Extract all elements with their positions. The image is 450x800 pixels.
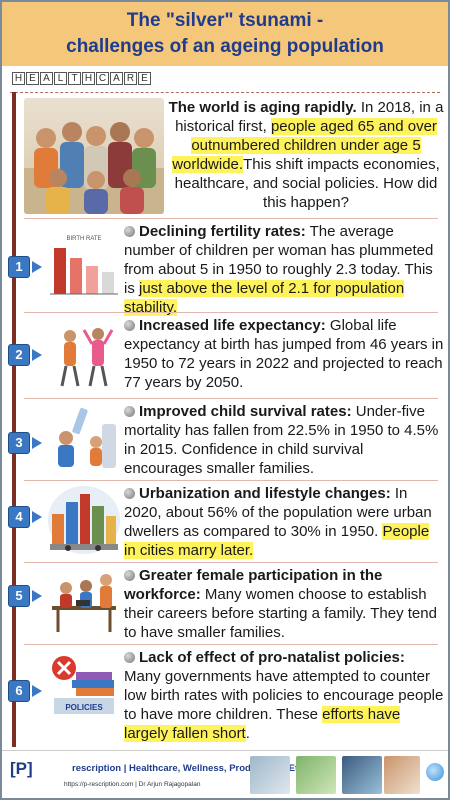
bullet-icon bbox=[124, 226, 135, 237]
category-letter: L bbox=[54, 72, 67, 85]
intro-lead: The world is aging rapidly. bbox=[168, 99, 357, 116]
item-text: Many governments have attempted to count… bbox=[124, 668, 444, 723]
item-description: Increased life expectancy: Global life e… bbox=[124, 316, 444, 392]
item-number-badge: 1 bbox=[8, 256, 30, 278]
item-separator bbox=[24, 398, 438, 399]
page-title-line-1: The "silver" tsunami - bbox=[126, 10, 324, 31]
pointer-arrow-icon bbox=[32, 685, 42, 697]
item-text: The average number of children per woman… bbox=[124, 223, 434, 297]
brand-tagline-text: | Healthcare, Wellness, Productivity, Et… bbox=[123, 763, 307, 774]
item-heading: Increased life expectancy: bbox=[139, 317, 326, 334]
category-letter: E bbox=[138, 72, 151, 85]
page-footer: [P] rescription | Healthcare, Wellness, … bbox=[2, 750, 448, 798]
city-skyline-illustration bbox=[46, 484, 122, 556]
bullet-icon bbox=[124, 488, 135, 499]
item-heading: Greater female participation in the work… bbox=[124, 567, 383, 603]
category-letter: R bbox=[124, 72, 137, 85]
author-thumbnail bbox=[342, 756, 382, 794]
item-text: Under-five mortality has fallen from 22.… bbox=[124, 403, 439, 477]
intro-paragraph: The world is aging rapidly. In 2018, in … bbox=[168, 98, 444, 212]
pointer-arrow-icon bbox=[32, 511, 42, 523]
brand-tagline: rescription | Healthcare, Wellness, Prod… bbox=[72, 763, 306, 774]
item-text: In 2020, about 56% of the population wer… bbox=[124, 485, 432, 540]
item-description: Declining fertility rates: The average n… bbox=[124, 222, 444, 317]
doctor-thumbnail bbox=[384, 756, 420, 794]
bullet-icon bbox=[124, 320, 135, 331]
category-letter: H bbox=[82, 72, 95, 85]
category-letter: A bbox=[110, 72, 123, 85]
hospital-thumbnail bbox=[250, 756, 290, 794]
category-letter: E bbox=[26, 72, 39, 85]
item-text: Many women choose to establish their car… bbox=[124, 586, 437, 641]
item-number-badge: 4 bbox=[8, 506, 30, 528]
item-number-badge: 3 bbox=[8, 432, 30, 454]
item-number-badge: 6 bbox=[8, 680, 30, 702]
category-letter: T bbox=[68, 72, 81, 85]
item-description: Greater female participation in the work… bbox=[124, 566, 444, 642]
birth-rate-label: BIRTH RATE bbox=[66, 236, 101, 242]
item-tail: . bbox=[245, 725, 250, 742]
women-at-work-illustration bbox=[46, 566, 122, 638]
item-text: Global life expectancy at birth has jump… bbox=[124, 317, 444, 391]
page-title-line-2: challenges of an ageing population bbox=[66, 36, 384, 57]
item-heading: Lack of effect of pro-natalist policies: bbox=[139, 649, 405, 666]
item-number-badge: 5 bbox=[8, 585, 30, 607]
item-highlight: just above the level of 2.1 for populati… bbox=[124, 280, 405, 316]
header-divider bbox=[10, 92, 440, 93]
item-number-badge: 2 bbox=[8, 344, 30, 366]
category-letter: A bbox=[40, 72, 53, 85]
item-description: Improved child survival rates: Under-fiv… bbox=[124, 402, 444, 478]
timeline-bar bbox=[12, 92, 16, 747]
elderly-exercise-illustration bbox=[46, 320, 122, 392]
item-separator bbox=[24, 218, 438, 219]
brand-name: rescription bbox=[72, 763, 122, 774]
item-separator bbox=[24, 312, 438, 313]
child-vaccination-illustration bbox=[46, 404, 122, 476]
pointer-arrow-icon bbox=[32, 437, 42, 449]
item-separator bbox=[24, 562, 438, 563]
pointer-arrow-icon bbox=[32, 590, 42, 602]
page-header: The "silver" tsunami - challenges of an … bbox=[2, 2, 448, 66]
item-heading: Improved child survival rates: bbox=[139, 403, 352, 420]
globe-icon[interactable] bbox=[426, 763, 444, 781]
item-heading: Declining fertility rates: bbox=[139, 223, 306, 240]
bullet-icon bbox=[124, 652, 135, 663]
item-description: Lack of effect of pro-natalist policies:… bbox=[124, 648, 444, 743]
item-heading: Urbanization and lifestyle changes: bbox=[139, 485, 391, 502]
item-separator bbox=[24, 644, 438, 645]
policies-label: POLICIES bbox=[65, 703, 103, 712]
category-tag: H E A L T H C A R E bbox=[12, 72, 152, 86]
bullet-icon bbox=[124, 406, 135, 417]
intro-text-2: This shift impacts economies, healthcare… bbox=[174, 156, 440, 211]
pointer-arrow-icon bbox=[32, 261, 42, 273]
brand-url[interactable]: https://p-rescription.com | Dr Arjun Raj… bbox=[64, 781, 201, 788]
item-description: Urbanization and lifestyle changes: In 2… bbox=[124, 484, 444, 560]
brand-logo: [P] bbox=[10, 759, 33, 779]
category-letter: H bbox=[12, 72, 25, 85]
pointer-arrow-icon bbox=[32, 349, 42, 361]
failed-policies-illustration: POLICIES bbox=[46, 652, 122, 724]
birth-rate-chart-illustration: BIRTH RATE bbox=[46, 228, 122, 300]
wellness-thumbnail bbox=[296, 756, 336, 794]
category-letter: C bbox=[96, 72, 109, 85]
brand-logo-mark: [P] bbox=[10, 759, 33, 778]
bullet-icon bbox=[124, 570, 135, 581]
intro-text-1: In 2018, in a historical first, bbox=[175, 99, 444, 135]
elderly-group-illustration bbox=[24, 98, 164, 214]
item-separator bbox=[24, 480, 438, 481]
